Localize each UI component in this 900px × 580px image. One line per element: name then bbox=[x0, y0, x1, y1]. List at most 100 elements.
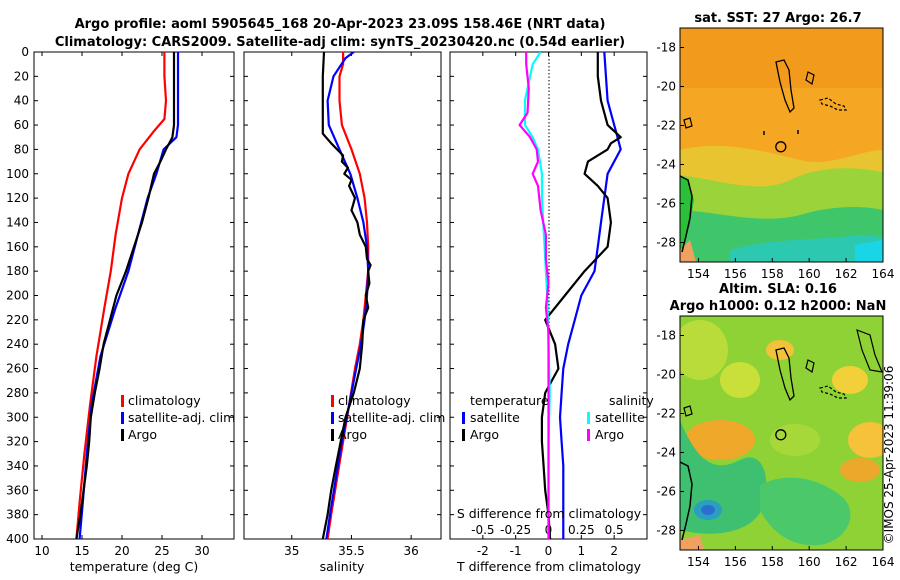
legend-label-satellite-adj: satellite-adj. clim bbox=[338, 410, 445, 425]
y-tick-label: 140 bbox=[6, 215, 29, 229]
map-x-tick-label: 158 bbox=[761, 555, 784, 569]
sla-map-title-line1: Altim. SLA: 0.16 bbox=[719, 282, 837, 297]
map-x-tick-label: 156 bbox=[724, 267, 747, 281]
y-tick-label: 400 bbox=[6, 532, 29, 546]
temperature-xlabel: temperature (deg C) bbox=[70, 559, 199, 574]
x-tick-label: 2 bbox=[610, 544, 618, 558]
y-tick-label: 340 bbox=[6, 459, 29, 473]
temperature-series bbox=[75, 52, 180, 539]
y-tick-label: 280 bbox=[6, 386, 29, 400]
x-tick-label: 0 bbox=[545, 544, 553, 558]
map-y-tick-label: -22 bbox=[656, 407, 676, 421]
map-y-tick-label: -18 bbox=[656, 41, 676, 55]
map-x-tick-label: 162 bbox=[835, 267, 858, 281]
map-x-tick-label: 162 bbox=[835, 555, 858, 569]
salinity-series bbox=[321, 52, 372, 539]
map-y-tick-label: -20 bbox=[656, 80, 676, 94]
series-climatology bbox=[75, 52, 168, 539]
x-tick-label: 25 bbox=[154, 544, 169, 558]
y-tick-label: 380 bbox=[6, 508, 29, 522]
legend-label-climatology: climatology bbox=[338, 393, 411, 408]
legend-label-temp-satellite: satellite bbox=[470, 410, 520, 425]
x-tick-label: 35 bbox=[284, 544, 299, 558]
x-tick-label: 30 bbox=[194, 544, 209, 558]
series-temperature-satellite bbox=[558, 52, 622, 539]
temperature-legend: climatology satellite-adj. clim Argo bbox=[121, 393, 235, 442]
sla-map-x-ticks: 154 156 158 160 162 164 bbox=[687, 546, 894, 569]
figure-title-line1: Argo profile: aoml 5905645_168 20-Apr-20… bbox=[75, 17, 606, 32]
legend-label-argo: Argo bbox=[338, 427, 367, 442]
map-y-tick-label: -24 bbox=[656, 446, 676, 460]
y-tick-label: 80 bbox=[14, 142, 29, 156]
map-x-tick-label: 156 bbox=[724, 555, 747, 569]
y-tick-label: 160 bbox=[6, 240, 29, 254]
map-x-tick-label: 160 bbox=[798, 555, 821, 569]
sst-map-x-ticks: 154 156 158 160 162 164 bbox=[687, 258, 894, 281]
series-satellite-adj-clim bbox=[325, 52, 370, 539]
x-tick-label: 15 bbox=[74, 544, 89, 558]
legend-header-temperature: temperature bbox=[470, 393, 549, 408]
temperature-x-ticks: 10 15 20 25 30 bbox=[34, 52, 210, 558]
map-y-tick-label: -22 bbox=[656, 119, 676, 133]
map-y-tick-label: -28 bbox=[656, 524, 676, 538]
legend-label-sal-argo: Argo bbox=[595, 427, 624, 442]
difference-x-ticks: -2 -1 0 1 2 bbox=[477, 52, 618, 558]
map-x-tick-label: 154 bbox=[687, 267, 710, 281]
y-tick-label: 240 bbox=[6, 337, 29, 351]
legend-swatch-sal-satellite bbox=[587, 412, 590, 424]
legend-header-salinity: salinity bbox=[609, 393, 654, 408]
s-tick-label: -0.25 bbox=[500, 523, 531, 537]
legend-label-satellite-adj: satellite-adj. clim bbox=[128, 410, 235, 425]
figure-title-line2: Climatology: CARS2009. Satellite-adj cli… bbox=[55, 35, 625, 50]
series-argo bbox=[75, 52, 176, 539]
difference-s-xlabel: S difference from climatology bbox=[457, 506, 642, 521]
y-tick-label: 200 bbox=[6, 289, 29, 303]
map-y-tick-label: -28 bbox=[656, 236, 676, 250]
map-x-tick-label: 164 bbox=[872, 267, 895, 281]
x-tick-label: 35.5 bbox=[338, 544, 365, 558]
y-tick-label: 220 bbox=[6, 313, 29, 327]
sla-map-axes bbox=[679, 315, 884, 551]
legend-label-argo: Argo bbox=[128, 427, 157, 442]
s-tick-label: -0.5 bbox=[471, 523, 494, 537]
map-y-tick-label: -20 bbox=[656, 368, 676, 382]
y-tick-label: 300 bbox=[6, 410, 29, 424]
sst-map-field bbox=[680, 28, 883, 262]
x-tick-label: -2 bbox=[477, 544, 489, 558]
sst-map-axes bbox=[679, 27, 884, 263]
sla-map-y-ticks: -18 -20 -22 -24 -26 -28 bbox=[656, 329, 684, 538]
series-salinity-argo bbox=[518, 52, 550, 539]
map-y-tick-label: -26 bbox=[656, 197, 676, 211]
difference-series bbox=[518, 52, 622, 539]
x-tick-label: 10 bbox=[34, 544, 49, 558]
y-tick-label: 320 bbox=[6, 435, 29, 449]
series-climatology bbox=[326, 52, 370, 539]
y-tick-label: 0 bbox=[21, 45, 29, 59]
temperature-axes bbox=[33, 51, 235, 540]
series-temperature-argo bbox=[540, 52, 622, 539]
y-tick-label: 360 bbox=[6, 483, 29, 497]
difference-xlabel: T difference from climatology bbox=[456, 559, 642, 574]
legend-swatch-argo bbox=[121, 429, 124, 441]
map-x-tick-label: 164 bbox=[872, 555, 895, 569]
sla-map-title-line2: Argo h1000: 0.12 h2000: NaN bbox=[670, 299, 887, 314]
imos-watermark: ©IMOS 25-Apr-2023 11:39:06 bbox=[882, 366, 896, 545]
legend-swatch-climatology bbox=[331, 395, 334, 407]
legend-swatch-argo bbox=[331, 429, 334, 441]
map-x-tick-label: 158 bbox=[761, 267, 784, 281]
x-tick-label: -1 bbox=[510, 544, 522, 558]
map-y-tick-label: -26 bbox=[656, 485, 676, 499]
y-tick-label: 20 bbox=[14, 69, 29, 83]
sst-map-title: sat. SST: 27 Argo: 26.7 bbox=[694, 11, 861, 26]
legend-label-temp-argo: Argo bbox=[470, 427, 499, 442]
sla-argo-marker bbox=[775, 429, 787, 441]
legend-label-climatology: climatology bbox=[128, 393, 201, 408]
legend-swatch-satellite-adj bbox=[331, 412, 334, 424]
y-tick-label: 40 bbox=[14, 94, 29, 108]
s-tick-label: 0.5 bbox=[605, 523, 624, 537]
y-tick-label: 260 bbox=[6, 362, 29, 376]
legend-label-sal-satellite: satellite bbox=[595, 410, 645, 425]
legend-swatch-temp-satellite bbox=[462, 412, 465, 424]
sst-map-y-ticks: -18 -20 -22 -24 -26 -28 bbox=[656, 41, 684, 250]
